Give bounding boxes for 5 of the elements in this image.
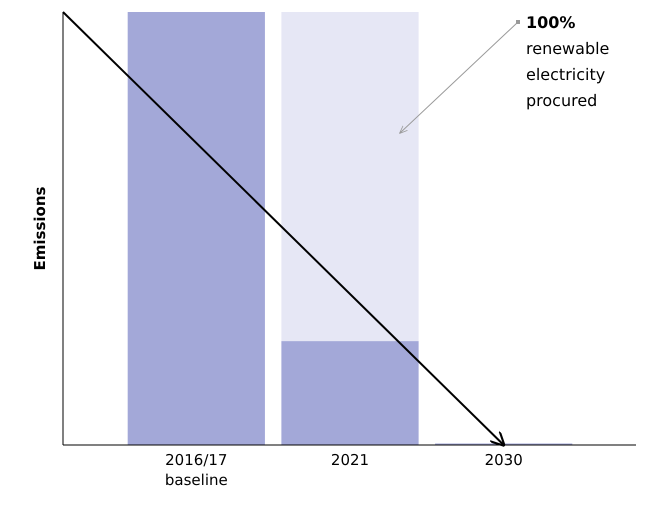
annotation: 100% renewable electricity procured xyxy=(526,13,610,110)
x-tick-label: 2021 xyxy=(330,451,370,469)
x-tick-label: 2030 xyxy=(484,451,523,469)
y-axis-title: Emissions xyxy=(31,186,49,270)
x-tick-label: 2016/17 baseline xyxy=(164,451,228,489)
